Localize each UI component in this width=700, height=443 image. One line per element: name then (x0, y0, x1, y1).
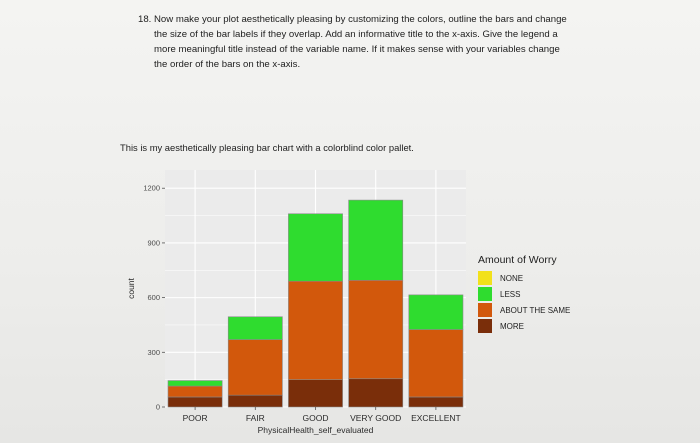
legend-item: LESS (478, 286, 570, 302)
x-tick-label: FAIR (246, 413, 265, 423)
bar-segment-about-the-same (227, 339, 283, 396)
y-tick-label: 0 (156, 403, 160, 412)
y-tick-label: 300 (147, 348, 160, 357)
bar-segment-less (408, 294, 464, 330)
legend-swatch (478, 271, 492, 285)
bar-segment-more (167, 396, 223, 408)
legend-swatch (478, 287, 492, 301)
question-block: 18. Now make your plot aesthetically ple… (138, 12, 568, 72)
legend-swatch (478, 303, 492, 317)
legend-label: LESS (500, 289, 521, 299)
legend-label: NONE (500, 273, 524, 283)
legend-item: ABOUT THE SAME (478, 302, 570, 318)
legend-item: MORE (478, 318, 570, 334)
chart-caption: This is my aesthetically pleasing bar ch… (120, 142, 414, 153)
x-tick-label: POOR (183, 413, 208, 423)
x-tick-label: EXCELLENT (411, 413, 461, 423)
bar-segment-less (288, 213, 343, 282)
legend-label: ABOUT THE SAME (500, 305, 571, 315)
bar-segment-about-the-same (167, 385, 223, 398)
y-axis-title: count (126, 277, 136, 298)
x-tick-label: GOOD (303, 413, 329, 423)
bar-segment-more (227, 394, 283, 408)
x-axis-title: PhysicalHealth_self_evaluated (258, 425, 374, 435)
y-tick-label: 900 (147, 238, 160, 247)
bar-segment-less (348, 199, 404, 281)
bar-segment-more (408, 396, 464, 408)
question-number: 18. (138, 14, 152, 25)
bar-segment-about-the-same (348, 279, 404, 380)
bar-segment-about-the-same (408, 329, 464, 398)
legend-swatch (478, 319, 492, 333)
legend-label: MORE (500, 321, 524, 331)
question-text: Now make your plot aesthetically pleasin… (154, 14, 567, 70)
bar-segment-more (348, 378, 404, 408)
x-tick-label: VERY GOOD (350, 413, 401, 423)
bar-segment-less (167, 380, 223, 387)
y-tick-label: 600 (147, 293, 160, 302)
legend-title: Amount of Worry (478, 254, 557, 266)
bar-segment-more (288, 379, 343, 408)
y-tick-label: 1200 (143, 184, 160, 193)
bar-segment-less (227, 316, 283, 340)
legend-item: NONE (478, 270, 570, 286)
bar-segment-about-the-same (288, 280, 343, 380)
legend: Amount of Worry NONE LESS ABOUT THE SAME MO… (478, 254, 570, 334)
